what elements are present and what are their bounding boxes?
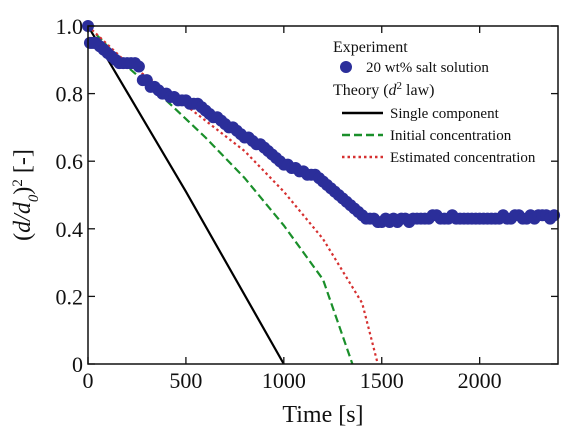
x-tick-label: 1500 <box>360 368 404 393</box>
y-tick-label: 1.0 <box>56 14 84 39</box>
y-title-unit: [-] <box>10 149 36 179</box>
y-tick-label: 0.6 <box>56 149 84 174</box>
legend-label-initial-concentration: Initial concentration <box>390 128 512 144</box>
legend-theory-sup: 2 <box>397 80 403 92</box>
y-tick-label: 0.2 <box>56 284 84 309</box>
y-title-sup: 2 <box>10 179 26 187</box>
plot-frame <box>87 25 559 365</box>
legend-theory-d: d <box>389 82 398 99</box>
series-layer <box>82 20 561 365</box>
ticks-layer: 0 500 1000 1500 2000 0 0.2 0.4 0.6 0.8 1.0 <box>56 14 558 393</box>
legend: Experiment 20 wt% salt solution Theory (… <box>333 39 536 166</box>
y-tick-label: 0.8 <box>56 82 84 107</box>
series-line-single-component <box>87 25 285 365</box>
legend-theory-heading: Theory (d2 law) <box>333 80 434 99</box>
legend-label-single-component: Single component <box>390 106 500 122</box>
legend-theory-prefix: Theory ( <box>333 82 389 99</box>
series-line-estimated-concentration <box>87 25 379 365</box>
legend-label-estimated-concentration: Estimated concentration <box>390 150 536 166</box>
x-tick-label: 2000 <box>458 368 502 393</box>
x-tick-label: 0 <box>83 368 94 393</box>
y-title-close: ) <box>10 187 36 195</box>
y-title-d0-sub: 0 <box>26 194 42 202</box>
x-tick-label: 1000 <box>262 368 306 393</box>
series-line-initial-concentration <box>87 25 354 365</box>
legend-theory-suffix: law) <box>402 82 434 99</box>
y-title-slash: / <box>10 212 36 223</box>
y-title-d: d <box>10 220 36 233</box>
data-point <box>132 60 145 73</box>
y-tick-label: 0 <box>72 352 83 377</box>
y-title-open: ( <box>10 233 36 241</box>
y-title-d0: d <box>10 201 36 214</box>
y-axis-title: (d/d0)2 [-] <box>10 149 42 241</box>
x-axis-title: Time [s] <box>282 402 363 428</box>
legend-marker-salt-solution <box>340 61 352 73</box>
legend-label-salt-solution: 20 wt% salt solution <box>366 60 489 76</box>
y-tick-label: 0.4 <box>56 217 84 242</box>
data-point <box>548 209 561 222</box>
legend-experiment-heading: Experiment <box>333 39 408 56</box>
x-tick-label: 500 <box>169 368 202 393</box>
